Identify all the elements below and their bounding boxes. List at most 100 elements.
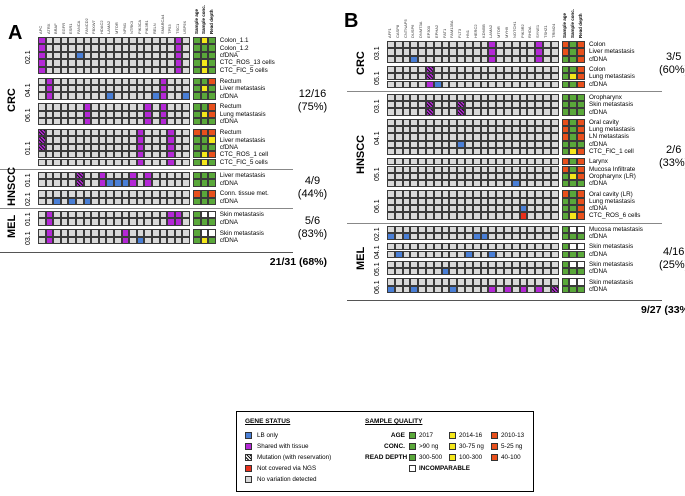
gene-cell (472, 212, 481, 220)
gene-cell (45, 103, 54, 111)
gene-cell (68, 197, 76, 205)
gene-cell (457, 55, 465, 63)
gene-cell (550, 55, 559, 63)
gene-cell (410, 232, 419, 241)
gene-cell (387, 268, 395, 276)
quality-cell (561, 212, 570, 220)
gene-cell (410, 41, 419, 49)
gene-cell (410, 73, 419, 81)
gene-cell (496, 268, 504, 276)
gene-cell (511, 101, 520, 109)
gene-cell (182, 143, 190, 152)
quality-cell (200, 171, 209, 180)
gene-cell (53, 179, 61, 187)
gene-cell (167, 151, 175, 159)
gene-cell (91, 103, 99, 111)
gene-cell (480, 48, 489, 56)
gene-cell (410, 190, 419, 198)
gene-cell (129, 229, 137, 237)
quality-cell (208, 158, 216, 166)
quality-cell (577, 73, 585, 81)
gene-cell (144, 110, 152, 118)
gene-cell (457, 172, 465, 181)
quality-cell (569, 260, 578, 269)
gene-cell (504, 108, 512, 116)
panel-b: AFF1 CASP8 CNTNAP5 DUSP6 DNMT3A EP300 EPHA2 FAT… (340, 0, 685, 410)
gene-cell (535, 48, 543, 56)
gene-cell (543, 140, 551, 148)
quality-cell (577, 172, 585, 181)
gene-cell (121, 66, 130, 74)
gene-label: CASP8 (394, 24, 400, 38)
gene-cell (465, 48, 473, 56)
gene-cell (472, 158, 481, 166)
gene-cell (68, 103, 76, 111)
gene-cell (441, 225, 450, 233)
gene-cell (426, 108, 434, 116)
gene-cell (174, 118, 183, 126)
gene-cell (433, 180, 442, 188)
gene-cell (167, 84, 175, 93)
gene-cell (402, 212, 411, 220)
gene-cell (511, 80, 520, 88)
gene-cell (98, 103, 107, 111)
gene-cell (433, 158, 442, 166)
gene-cell (527, 133, 536, 141)
gene-cell (387, 260, 395, 269)
quality-cell (561, 147, 570, 156)
gene-cell (519, 250, 528, 258)
gene-cell (535, 225, 543, 233)
gene-cell (182, 229, 190, 237)
gene-cell (488, 212, 497, 220)
quality-cell (561, 268, 570, 276)
gene-cell (449, 225, 458, 233)
gene-cell (53, 128, 61, 137)
gene-cell (106, 158, 114, 166)
gene-cell (480, 212, 489, 220)
gene-cell (465, 260, 473, 269)
quality-cell (569, 278, 578, 286)
gene-cell (472, 41, 481, 49)
gene-cell (76, 136, 84, 144)
gene-cell (527, 80, 536, 88)
quality-cell (569, 133, 578, 141)
gene-cell (68, 37, 76, 45)
gene-cell (60, 218, 69, 226)
gene-cell (152, 211, 160, 219)
quality-cell (577, 65, 585, 74)
gene-cell (402, 165, 411, 173)
gene-cell (83, 84, 92, 93)
gene-cell (543, 48, 551, 56)
gene-cell (410, 118, 419, 126)
quality-cell (561, 172, 570, 181)
quality-cell (200, 218, 209, 226)
gene-cell (504, 55, 512, 63)
gene-cell (488, 147, 497, 156)
gene-cell (129, 128, 137, 137)
gene-cell (410, 205, 419, 213)
cancer-label: CRC (355, 51, 367, 75)
sample-label: CTC_ROS_13 cells (219, 59, 275, 67)
gene-cell (480, 73, 489, 81)
gene-cell (472, 190, 481, 198)
gene-label: SMARCA4 (159, 14, 165, 34)
gene-cell (136, 171, 145, 180)
gene-cell (152, 118, 160, 126)
gene-cell (433, 268, 442, 276)
gene-cell (76, 37, 84, 45)
gene-cell (550, 147, 559, 156)
quality-cell (577, 133, 585, 141)
gene-cell (38, 179, 46, 187)
gene-cell (53, 211, 61, 219)
gene-cell (519, 190, 528, 198)
gene-cell (449, 243, 458, 251)
gene-cell (410, 180, 419, 188)
gene-cell (441, 147, 450, 156)
stat-fraction: 12/16 (298, 88, 327, 101)
gene-cell (38, 218, 46, 226)
gene-cell (550, 158, 559, 166)
gene-cell (543, 55, 551, 63)
quality-cell (561, 55, 570, 63)
gene-cell (519, 158, 528, 166)
conc-yellow-swatch (449, 443, 456, 450)
